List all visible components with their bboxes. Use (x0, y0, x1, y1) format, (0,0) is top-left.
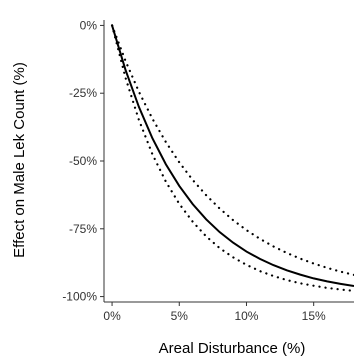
x-tick-label: 10% (234, 309, 258, 323)
x-tick-label: 15% (302, 309, 326, 323)
series-group (110, 24, 354, 292)
axes (100, 20, 354, 306)
confidence-bound-line (110, 24, 354, 276)
y-tick-label: -50% (69, 154, 97, 168)
y-tick-label: -25% (69, 86, 97, 100)
y-tick-label: 0% (80, 18, 98, 32)
x-tick-label: 5% (171, 309, 189, 323)
x-axis-title: Areal Disturbance (%) (159, 340, 306, 357)
y-tick-label: -75% (69, 222, 97, 236)
fit-line (111, 25, 354, 287)
y-tick-label: -100% (62, 290, 97, 304)
y-axis-title: Effect on Male Lek Count (%) (11, 62, 28, 258)
tick-labels: 0% -25% -50% -75% -100% 0% 5% 10% 15% (62, 18, 326, 323)
confidence-bound-line (110, 24, 354, 292)
x-tick-label: 0% (103, 309, 121, 323)
